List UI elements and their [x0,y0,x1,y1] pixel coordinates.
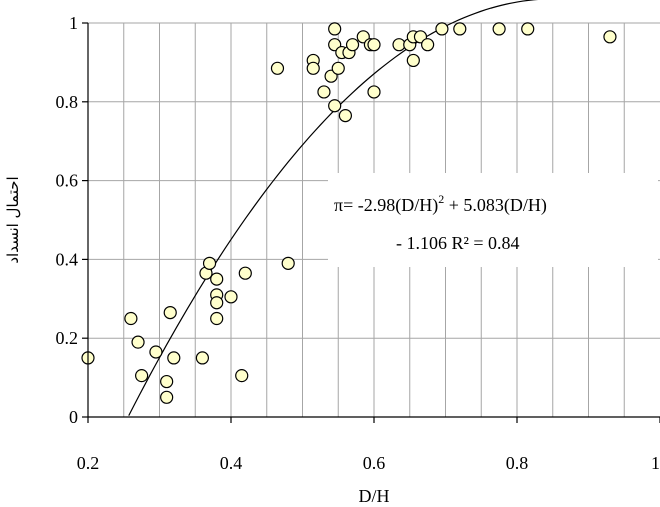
data-point [160,390,174,404]
data-point [331,61,345,75]
data-point [328,22,342,36]
data-point [603,30,617,44]
data-points [81,22,617,404]
equation-line-2: - 1.106 R² = 0.84 [396,233,520,253]
y-tick-label: 0.6 [56,171,79,191]
data-point [163,305,177,320]
x-tick-label: 0.2 [77,453,100,473]
data-point [270,61,285,75]
data-point [210,311,224,326]
y-tick-label: 1 [69,13,78,33]
data-point [328,99,342,113]
data-point [367,85,381,99]
y-tick-label: 0.2 [56,328,79,348]
x-axis-label: D/H [359,486,390,506]
trendline-group [128,0,539,416]
y-tick-labels: 0 0.2 0.4 0.6 0.8 1 [56,13,79,427]
x-tick-label: 0.8 [506,453,529,473]
y-tick-label: 0.4 [56,249,79,269]
data-point [238,266,252,280]
data-point [421,38,435,52]
data-point [131,335,145,349]
equation-line-1: π= -2.98(D/H)2 + 5.083(D/H) [334,192,547,216]
data-point [210,272,224,286]
axes-group [82,22,660,423]
x-tick-label: 1 [651,453,660,473]
data-point [149,345,163,359]
data-point [235,369,249,383]
data-point [202,256,217,270]
data-point [435,22,449,36]
data-point [367,38,381,52]
x-tick-labels: 0.2 0.4 0.6 0.8 1 [77,453,660,473]
data-point [345,38,360,52]
data-point [521,22,535,36]
data-point [124,311,138,326]
data-point [210,296,224,310]
y-tick-label: 0 [69,407,78,427]
data-point [160,374,174,389]
x-tick-label: 0.4 [220,453,243,473]
equation-box [328,173,658,267]
data-point [492,22,506,36]
data-point [195,351,209,365]
y-tick-label: 0.8 [56,92,79,112]
equation-suffix: + 5.083(D/H) [444,195,547,216]
data-point [406,53,420,68]
data-point [317,85,331,99]
y-axis-label: احتمال انسداد [4,176,22,263]
data-point [135,369,149,383]
data-point [281,256,295,270]
data-point [338,108,352,123]
x-tick-label: 0.6 [363,453,386,473]
data-point [306,61,320,75]
equation-prefix: π= -2.98(D/H) [334,195,438,216]
equation-superscript: 2 [438,192,444,206]
data-point [453,22,467,36]
data-point [224,290,238,304]
trendline [128,0,539,416]
data-point [167,351,181,365]
